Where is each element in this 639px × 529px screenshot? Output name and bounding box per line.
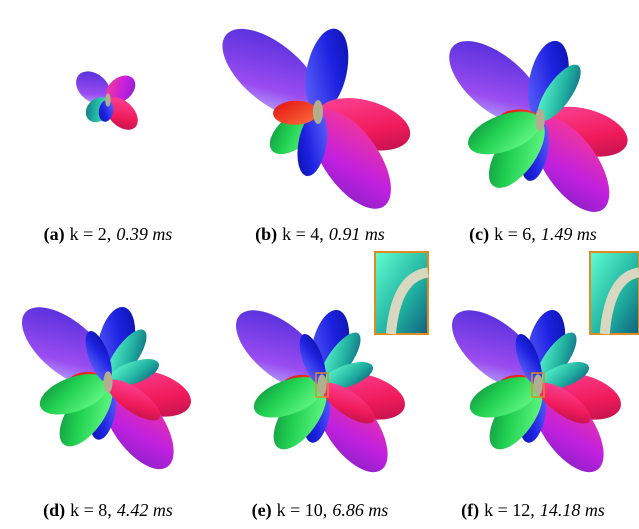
glyph-render: [70, 65, 144, 136]
caption: (f) k = 12,14.18 ms: [461, 500, 605, 521]
caption-time: 0.91 ms: [329, 224, 385, 244]
caption-time: 1.49 ms: [541, 224, 597, 244]
caption: (a)k = 2,0.39 ms: [44, 224, 173, 245]
caption-time: 0.39 ms: [116, 224, 172, 244]
caption-k: k = 4,: [282, 224, 324, 244]
glyph-render: [435, 26, 633, 225]
caption: (c)k = 6,1.49 ms: [469, 224, 597, 245]
core: [313, 100, 323, 124]
caption-time: 14.18 ms: [540, 500, 605, 520]
glyph-render: [8, 293, 196, 481]
caption-label: (b): [255, 224, 277, 245]
figure: (a)k = 2,0.39 ms (b)k = 4,0.91 ms (c)k = 6…: [0, 0, 639, 529]
caption-label: (e): [252, 500, 272, 521]
caption-k: k = 6,: [494, 224, 536, 244]
core: [104, 371, 113, 393]
core: [318, 374, 327, 396]
core: [105, 93, 111, 106]
caption-k: k = 8,: [70, 500, 112, 520]
caption-k: k = 12,: [484, 500, 535, 520]
caption-k: k = 10,: [277, 500, 328, 520]
core: [535, 109, 545, 132]
caption-time: 6.86 ms: [332, 500, 388, 520]
core: [534, 374, 543, 396]
caption: (e)k = 10,6.86 ms: [252, 500, 389, 521]
renderings: [8, 13, 639, 484]
caption-label: (a): [44, 224, 65, 245]
caption-label: (f): [461, 500, 479, 521]
caption-label: (c): [469, 224, 489, 245]
caption-k: k = 2,: [70, 224, 112, 244]
glyph-render: [207, 13, 416, 222]
caption-label: (d): [43, 500, 65, 521]
caption-time: 4.42 ms: [117, 500, 173, 520]
caption: (d)k = 8,4.42 ms: [43, 500, 173, 521]
caption: (b)k = 4,0.91 ms: [255, 224, 385, 245]
